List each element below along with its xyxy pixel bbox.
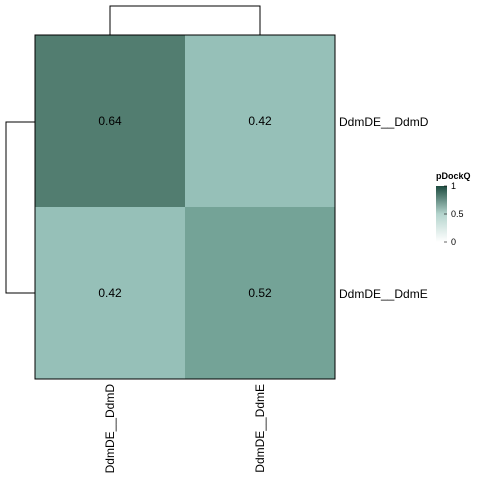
row-label-1: DdmDE__DdmD [339,115,429,129]
heatmap-cell-r1-c1 [35,35,185,207]
legend-tick-1: 1 [451,181,456,191]
row-label-2: DdmDE__DdmE [339,287,428,301]
column-label-2: DdmDE__DdmE [253,384,267,473]
cell-value-r2-c2: 0.52 [248,286,272,300]
heatmap-cells [35,35,335,379]
cell-labels: 0.64 0.42 0.42 0.52 [98,114,272,300]
column-label-1: DdmDE__DdmD [103,384,117,474]
cell-value-r2-c1: 0.42 [98,286,122,300]
legend-tick-0: 0 [451,237,456,247]
heatmap-border [34,34,336,380]
legend-tick-05: 0.5 [451,209,464,219]
legend-colorbar [436,186,447,242]
color-legend: pDockQ 1 0.5 0 [436,171,471,247]
heatmap-cell-r1-c2 [185,35,335,207]
row-dendrogram [5,121,35,294]
heatmap-cell-r2-c1 [35,207,185,379]
legend-title: pDockQ [436,171,471,181]
cell-value-r1-c1: 0.64 [98,114,122,128]
cell-value-r1-c2: 0.42 [248,114,272,128]
column-dendrogram [109,5,261,35]
heatmap-cell-r2-c2 [185,207,335,379]
